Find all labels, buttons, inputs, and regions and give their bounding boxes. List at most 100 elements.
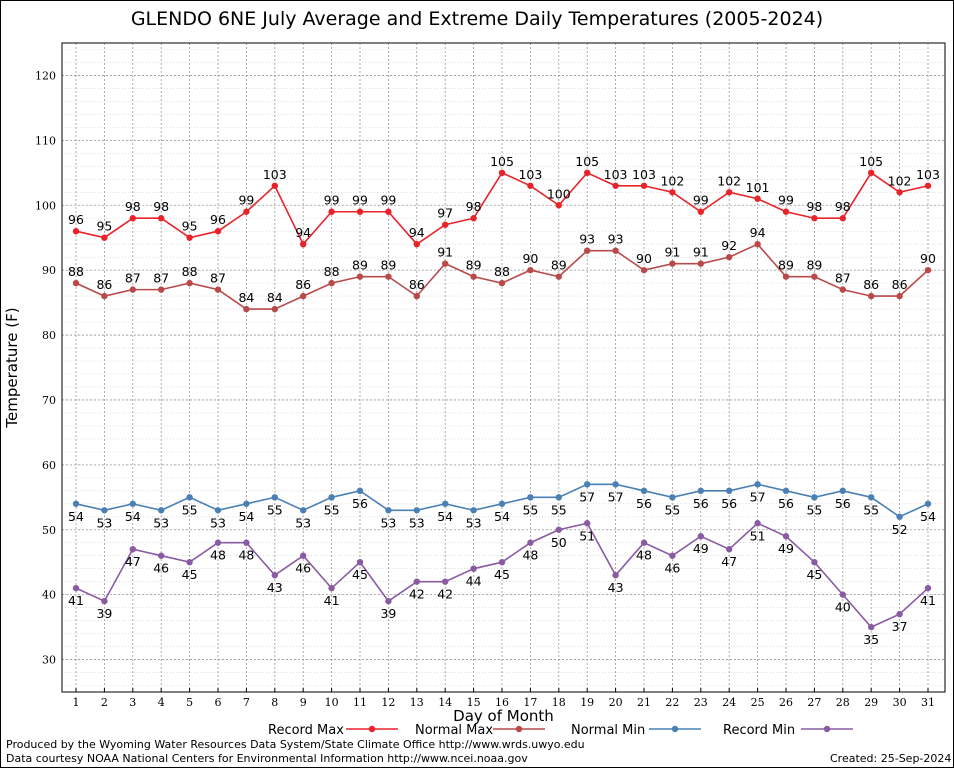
record-min-data-label: 45: [182, 567, 198, 582]
normal-min-point: [640, 487, 648, 495]
record-min-point: [385, 597, 392, 605]
normal-max-point: [924, 266, 932, 274]
normal-min-series: 54 53 54 53 55 53 54 55 53 55 56 53 53 54 53 54 55 55 57 57…: [68, 481, 936, 537]
record-min-data-label: 42: [409, 587, 425, 602]
normal-min-data-label: 53: [466, 515, 482, 530]
normal-min-point: [726, 487, 733, 495]
normal-min-point: [839, 487, 846, 495]
normal-min-point: [214, 507, 222, 514]
x-tick-label: 3: [129, 696, 136, 709]
normal-max-point: [300, 292, 307, 300]
record-max-data-label: 96: [210, 212, 226, 227]
record-max-point: [72, 228, 80, 235]
normal-max-data-label: 92: [721, 238, 737, 253]
legend-marker: [515, 725, 523, 733]
record-max-data-label: 98: [466, 199, 482, 214]
record-max-data-label: 102: [660, 173, 684, 188]
record-min-data-label: 41: [920, 593, 936, 608]
normal-max-series: 88 86 87 87 88 87 84 84 86 88 89 89 86 91 89 88 90 89 93 93…: [68, 225, 936, 313]
record-max-data-label: 99: [352, 193, 368, 208]
normal-max-data-label: 86: [409, 277, 425, 292]
x-tick-label: 18: [552, 696, 566, 709]
record-max-data-label: 103: [604, 167, 628, 182]
record-min-data-label: 51: [750, 528, 766, 543]
record-max-data-label: 95: [96, 219, 112, 234]
normal-max-point: [356, 273, 364, 280]
record-min-data-label: 51: [579, 528, 595, 543]
record-max-point: [726, 189, 733, 196]
x-tick-label: 1: [73, 696, 80, 709]
y-tick-label: 50: [42, 524, 56, 537]
normal-max-data-label: 91: [664, 245, 680, 260]
record-max-data-label: 99: [324, 193, 340, 208]
legend-label: Normal Min: [571, 723, 645, 738]
series: 96 95 98 98 95 96 99 103 94 99 99 99 94 97 98 105 103 100…: [68, 154, 940, 647]
x-tick-label: 8: [271, 696, 278, 709]
record-min-point: [356, 559, 364, 566]
normal-max-data-label: 89: [551, 258, 567, 273]
record-max-data-label: 102: [717, 173, 741, 188]
x-tick-label: 20: [609, 696, 623, 709]
x-axis-label: Day of Month: [453, 707, 554, 725]
legend-item-normal-max: Normal Max: [415, 723, 545, 738]
normal-min-point: [811, 494, 818, 501]
normal-max-point: [385, 273, 392, 280]
record-max-point: [584, 169, 591, 176]
legend-item-normal-min: Normal Min: [571, 723, 701, 738]
record-max-point: [186, 234, 193, 241]
x-tick-label: 22: [665, 696, 679, 709]
record-min-data-label: 45: [352, 567, 368, 582]
record-min-point: [669, 552, 676, 559]
normal-max-point: [101, 292, 108, 300]
normal-max-data-label: 90: [920, 251, 936, 266]
normal-max-data-label: 87: [125, 271, 141, 286]
normal-min-point: [584, 481, 591, 488]
record-min-point: [782, 533, 790, 540]
record-min-data-label: 43: [267, 580, 283, 595]
normal-max-point: [470, 273, 477, 280]
record-max-point: [300, 240, 307, 248]
normal-max-data-label: 86: [96, 277, 112, 292]
normal-min-data-label: 53: [210, 515, 226, 530]
plot-area: [61, 42, 946, 693]
record-min-data-label: 49: [778, 541, 794, 556]
normal-max-point: [214, 286, 222, 293]
record-max-data-label: 95: [182, 219, 198, 234]
record-max-data-label: 103: [263, 167, 287, 182]
x-tick-label: 7: [243, 696, 250, 709]
record-min-point: [413, 578, 420, 585]
x-tick-label: 25: [751, 696, 765, 709]
normal-min-data-label: 53: [409, 515, 425, 530]
record-min-point: [640, 539, 648, 546]
normal-max-point: [158, 286, 165, 293]
normal-max-point: [612, 247, 619, 254]
record-min-point: [101, 597, 108, 605]
x-tick-label: 10: [325, 696, 339, 709]
record-max-point: [640, 182, 648, 189]
record-min-point: [612, 571, 619, 579]
legend-marker: [671, 725, 679, 733]
record-max-point: [782, 208, 790, 215]
record-min-point: [726, 546, 733, 553]
normal-max-point: [640, 266, 648, 274]
normal-min-point: [868, 494, 875, 501]
normal-min-point: [498, 500, 506, 507]
legend-label: Record Min: [723, 723, 795, 738]
normal-min-point: [782, 487, 790, 495]
record-max-data-label: 101: [746, 180, 770, 195]
normal-min-point: [924, 500, 932, 507]
normal-max-data-label: 88: [68, 264, 84, 279]
record-min-point: [129, 546, 136, 553]
normal-max-point: [555, 273, 562, 280]
record-max-point: [612, 182, 619, 189]
normal-min-data-label: 54: [437, 509, 453, 524]
record-max-series: 96 95 98 98 95 96 99 103 94 99 99 99 94 97 98 105 103 100…: [68, 154, 940, 248]
record-max-data-label: 96: [68, 212, 84, 227]
normal-max-point: [669, 260, 676, 267]
normal-max-point: [584, 247, 591, 254]
record-min-data-label: 49: [693, 541, 709, 556]
x-tick-label: 11: [353, 696, 367, 709]
record-max-point: [754, 195, 761, 202]
record-max-data-label: 103: [916, 167, 940, 182]
y-tick-label: 40: [42, 589, 56, 602]
